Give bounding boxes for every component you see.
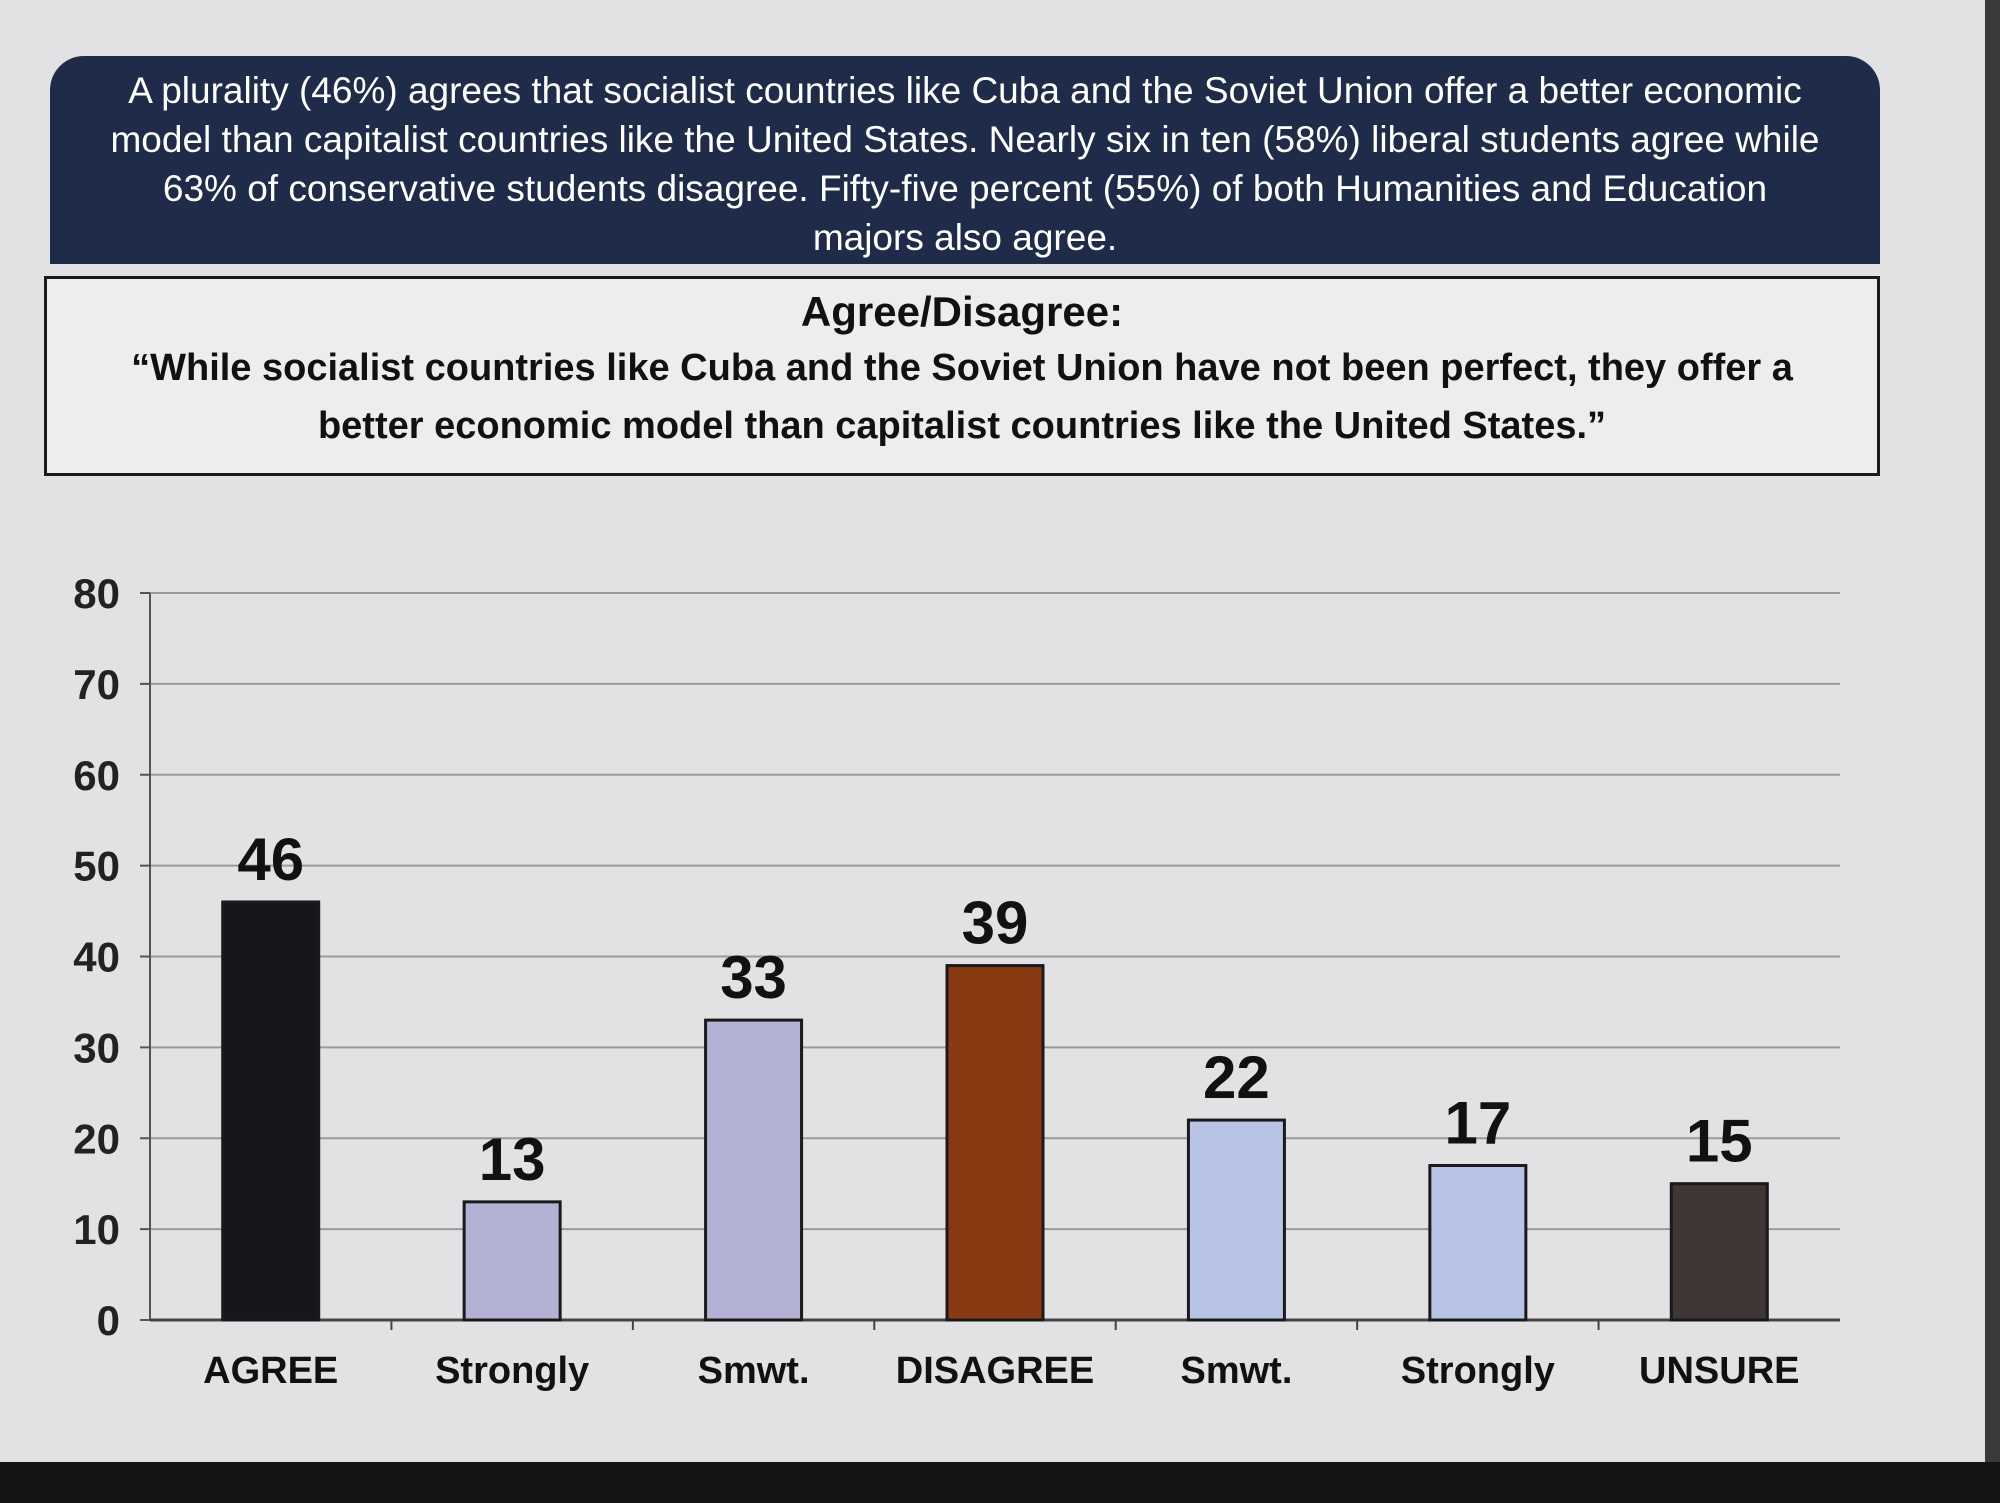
data-label: 22 bbox=[1203, 1044, 1270, 1111]
data-label: 17 bbox=[1444, 1090, 1511, 1157]
bar-chart: 0 10 20 30 40 50 60 70 80 46 AGREE 13 Strongly 33 Smwt… bbox=[73, 570, 1840, 1392]
data-label: 39 bbox=[962, 890, 1029, 957]
data-label: 33 bbox=[720, 944, 787, 1011]
summary-banner: A plurality (46%) agrees that socialist … bbox=[50, 56, 1880, 264]
data-label: 13 bbox=[479, 1126, 546, 1193]
page-edge bbox=[1985, 0, 2000, 1462]
y-tick-label: 60 bbox=[73, 752, 120, 799]
bottom-band bbox=[0, 1462, 2000, 1503]
bar-strongly bbox=[462, 1200, 562, 1322]
data-label: 46 bbox=[237, 826, 304, 893]
category-label: UNSURE bbox=[1639, 1350, 1799, 1392]
category-label: DISAGREE bbox=[896, 1350, 1094, 1392]
question-box: Agree/Disagree: “While socialist countri… bbox=[44, 276, 1880, 476]
y-tick-label: 30 bbox=[73, 1024, 120, 1071]
category-label: Smwt. bbox=[1180, 1350, 1292, 1392]
question-text: “While socialist countries like Cuba and… bbox=[131, 347, 1793, 447]
bar-agree bbox=[221, 900, 321, 1322]
y-tick-label: 80 bbox=[73, 570, 120, 617]
bar-disagree bbox=[945, 964, 1045, 1322]
bar-unsure bbox=[1669, 1182, 1769, 1322]
bar-smwt bbox=[704, 1018, 804, 1322]
category-label: AGREE bbox=[203, 1350, 338, 1392]
question-heading: Agree/Disagree: bbox=[800, 288, 1124, 335]
category-label: Strongly bbox=[1401, 1350, 1555, 1392]
bar-smwt bbox=[1186, 1118, 1286, 1322]
category-label: Smwt. bbox=[698, 1350, 810, 1392]
bar-strongly bbox=[1428, 1164, 1528, 1322]
category-label: Strongly bbox=[435, 1350, 589, 1392]
y-tick-label: 50 bbox=[73, 843, 120, 890]
summary-text: A plurality (46%) agrees that socialist … bbox=[110, 70, 1820, 258]
page: A plurality (46%) agrees that socialist … bbox=[0, 0, 1985, 1462]
y-tick-label: 40 bbox=[73, 934, 120, 981]
y-tick-label: 70 bbox=[73, 661, 120, 708]
y-tick-label: 0 bbox=[97, 1297, 120, 1344]
y-tick-label: 20 bbox=[73, 1115, 120, 1162]
y-tick-label: 10 bbox=[73, 1206, 120, 1253]
data-label: 15 bbox=[1686, 1108, 1753, 1175]
